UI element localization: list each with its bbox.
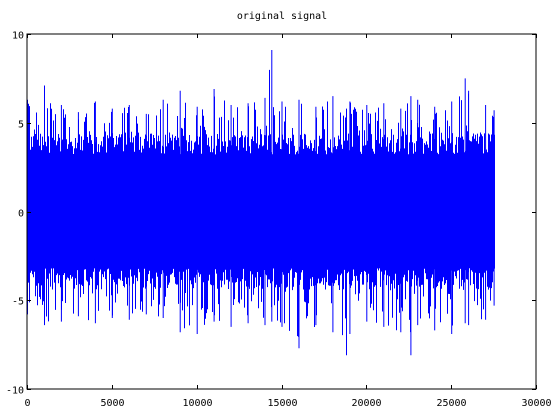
axes-frame	[26, 33, 537, 390]
x-tick-label: 15000	[267, 398, 297, 409]
x-tick-label: 5000	[100, 398, 124, 409]
y-tick-label: 0	[18, 209, 24, 220]
x-tick-label: 25000	[436, 398, 466, 409]
y-tick-label: 10	[12, 31, 24, 42]
axes: 0 5000 10000 15000 20000 25000 30000 -10 -5 0 5 10	[6, 31, 552, 410]
x-tick-label: 0	[24, 398, 30, 409]
plot-area	[27, 50, 495, 356]
x-tick-label: 20000	[351, 398, 381, 409]
chart-title: original signal	[237, 11, 327, 22]
y-tick-label: 5	[18, 120, 24, 131]
y-tick-label: -10	[6, 386, 24, 397]
x-tick-label: 10000	[182, 398, 212, 409]
signal-trace	[27, 50, 495, 356]
x-tick-label: 30000	[521, 398, 551, 409]
y-tick-label: -5	[12, 297, 24, 308]
